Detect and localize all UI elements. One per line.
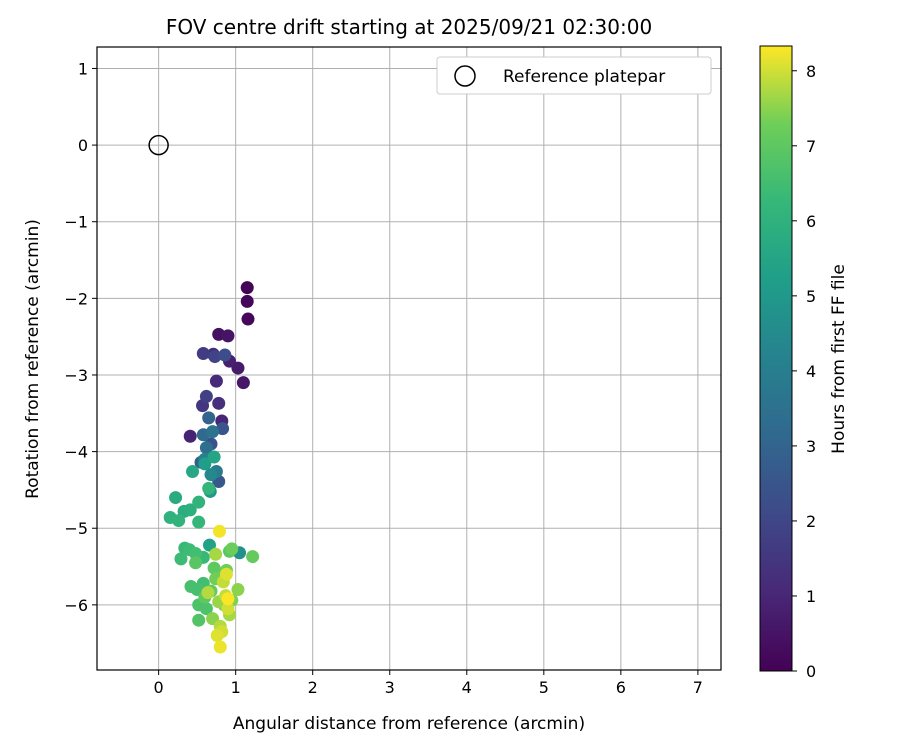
y-tick-label: −3 <box>64 366 88 385</box>
y-tick-label: −4 <box>64 443 88 462</box>
x-tick-label: 6 <box>616 678 626 697</box>
scatter-point <box>209 547 223 561</box>
chart-title: FOV centre drift starting at 2025/09/21 … <box>166 15 652 39</box>
grid-lines <box>97 47 721 670</box>
scatter-point <box>192 613 206 627</box>
colorbar-tick-label: 4 <box>806 362 816 381</box>
x-tick-label: 4 <box>462 678 472 697</box>
legend-entry-reference: Reference platepar <box>503 67 665 87</box>
scatter-point <box>199 389 213 403</box>
colorbar-tick-label: 1 <box>806 587 816 606</box>
colorbar-tick-label: 5 <box>806 287 816 306</box>
x-tick-label: 5 <box>539 678 549 697</box>
colorbar-tick-label: 3 <box>806 437 816 456</box>
scatter-point <box>213 640 227 654</box>
reference-point <box>148 134 169 156</box>
scatter-point <box>172 514 186 528</box>
scatter-point <box>208 350 222 364</box>
y-tick-label: 1 <box>78 59 88 78</box>
y-tick-label: −5 <box>64 519 88 538</box>
colorbar-label: Hours from first FF file <box>829 264 849 454</box>
scatter-point <box>201 586 215 600</box>
y-tick-label: −2 <box>64 289 88 308</box>
colorbar-tick-label: 2 <box>806 512 816 531</box>
scatter-point <box>192 515 206 529</box>
scatter-point <box>241 312 255 326</box>
x-tick-label: 7 <box>693 678 703 697</box>
scatter-point <box>199 602 213 616</box>
scatter-point <box>198 457 212 471</box>
x-axis-label: Angular distance from reference (arcmin) <box>233 714 585 734</box>
scatter-point <box>212 396 226 410</box>
scatter-point <box>206 425 220 439</box>
scatter-point <box>219 567 233 581</box>
scatter-point <box>186 465 200 479</box>
scatter-point <box>183 503 197 517</box>
colorbar-tick-label: 0 <box>806 662 816 681</box>
x-tick-label: 2 <box>308 678 318 697</box>
scatter-point <box>189 547 203 561</box>
scatter-point <box>209 374 223 388</box>
y-tick-label: −1 <box>64 213 88 232</box>
colorbar-tick-label: 6 <box>806 212 816 231</box>
scatter-point <box>204 468 218 482</box>
scatter-point <box>189 556 203 570</box>
reference-marker <box>148 134 169 156</box>
x-axis-ticks: 0 1 2 3 4 5 6 7 <box>154 670 703 697</box>
x-tick-label: 1 <box>231 678 241 697</box>
y-axis-label: Rotation from reference (arcmin) <box>23 219 43 499</box>
legend: Reference platepar <box>436 56 712 95</box>
colorbar-ticks: 0 1 2 3 4 5 6 7 8 <box>792 62 816 681</box>
colorbar <box>759 45 793 672</box>
scatter-point <box>231 583 245 597</box>
scatter-point <box>221 329 235 343</box>
legend-box <box>436 56 712 95</box>
scatter-point <box>240 281 254 295</box>
scatter-point <box>202 481 216 495</box>
scatter-point <box>240 294 254 308</box>
scatter-point <box>196 347 210 361</box>
scatter-point <box>192 495 206 509</box>
scatter-point <box>218 348 232 362</box>
scatter-point <box>199 441 213 455</box>
colorbar-tick-label: 7 <box>806 137 816 156</box>
scatter-point <box>202 538 216 552</box>
scatter-point <box>225 542 239 556</box>
x-tick-label: 3 <box>385 678 395 697</box>
scatter-point <box>210 629 224 643</box>
x-tick-label: 0 <box>154 678 164 697</box>
colorbar-tick-label: 8 <box>806 62 816 81</box>
y-tick-label: −6 <box>64 596 88 615</box>
scatter-point <box>183 429 197 443</box>
scatter-point <box>169 491 183 505</box>
scatter-point <box>207 561 221 575</box>
scatter-point <box>216 422 230 436</box>
scatter-point <box>221 592 235 606</box>
y-tick-label: 0 <box>78 136 88 155</box>
scatter-point <box>212 524 226 538</box>
y-axis-ticks: 1 0 −1 −2 −3 −4 −5 −6 <box>64 59 97 615</box>
scatter-point <box>221 602 235 616</box>
scatter-point <box>174 552 188 566</box>
scatter-point <box>236 376 250 390</box>
plot-frame <box>96 46 722 671</box>
data-points <box>163 281 260 654</box>
legend-marker <box>454 65 476 87</box>
scatter-point <box>202 411 216 425</box>
scatter-point <box>246 550 260 564</box>
scatter-point <box>207 450 221 464</box>
